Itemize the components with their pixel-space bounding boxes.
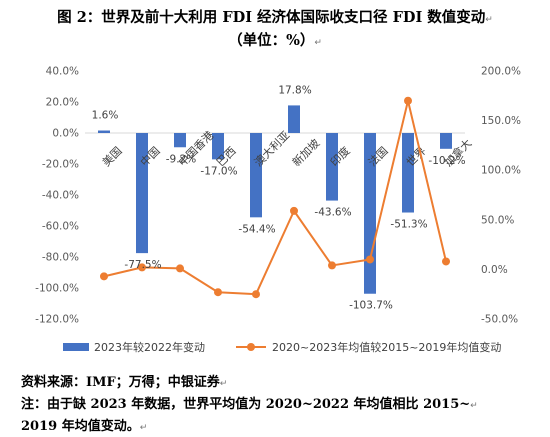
legend-bar-label: 2023年较2022年变动 bbox=[94, 340, 205, 354]
bar-data-label: -54.4% bbox=[238, 223, 275, 235]
chart-subtitle: （单位：%）↵ bbox=[228, 32, 322, 49]
legend-bar-swatch bbox=[63, 343, 89, 351]
left-axis-tick-label: 40.0% bbox=[46, 66, 79, 78]
bar bbox=[174, 133, 186, 148]
line-point bbox=[328, 261, 336, 270]
bar-data-label: -43.6% bbox=[314, 207, 351, 219]
line-point bbox=[366, 255, 374, 264]
line-point bbox=[176, 264, 184, 273]
bar bbox=[402, 133, 414, 213]
bar bbox=[440, 133, 452, 149]
series-line bbox=[103, 99, 447, 296]
chart-title: 图 2：世界及前十大利用 FDI 经济体国际收支口径 FDI 数值变动↵ bbox=[57, 9, 493, 26]
legend-line-marker bbox=[247, 343, 255, 351]
left-axis-tick-label: 20.0% bbox=[46, 97, 79, 109]
left-axis-tick-label: -120.0% bbox=[35, 314, 79, 326]
right-axis-tick-label: 0.0% bbox=[481, 264, 508, 276]
left-axis-tick-label: -60.0% bbox=[42, 221, 79, 233]
bar bbox=[98, 130, 110, 133]
bar bbox=[212, 133, 224, 160]
bar-data-label: -77.5% bbox=[124, 259, 161, 271]
bar bbox=[250, 133, 262, 218]
left-axis-tick-label: -40.0% bbox=[42, 190, 79, 202]
line-point bbox=[404, 96, 412, 105]
category-label: 新加坡 bbox=[289, 136, 322, 169]
combo-chart: 40.0% 20.0% 0.0% -20.0% -40.0% -60.0% -80.0% -1… bbox=[35, 66, 521, 355]
left-axis-tick-label: -100.0% bbox=[35, 283, 79, 295]
chart-area: 40.0% 20.0% 0.0% -20.0% -40.0% -60.0% -80.0% -1… bbox=[23, 55, 550, 368]
bar-data-label: -9.2% bbox=[166, 153, 196, 165]
bar-data-label: 17.8% bbox=[278, 84, 311, 96]
bar-data-label: -10.2% bbox=[428, 155, 465, 167]
bar-data-label: 1.6% bbox=[92, 110, 119, 122]
footnote-line-2: 2019 年均值变动。↵ bbox=[21, 419, 148, 434]
line-point bbox=[214, 288, 222, 297]
right-axis-tick-label: -50.0% bbox=[481, 314, 518, 326]
bar-data-label: -51.3% bbox=[390, 219, 427, 231]
line-point bbox=[100, 272, 108, 281]
left-axis-tick-label: -20.0% bbox=[42, 159, 79, 171]
bar-data-label: -103.7% bbox=[349, 300, 393, 312]
right-axis-tick-label: 50.0% bbox=[481, 214, 514, 226]
bar bbox=[288, 105, 300, 133]
line-point bbox=[442, 257, 450, 266]
right-axis-tick-label: 100.0% bbox=[481, 165, 521, 177]
line-point bbox=[138, 263, 146, 272]
category-label: 美国 bbox=[100, 144, 125, 169]
line-point bbox=[290, 206, 298, 215]
legend-line-label: 2020~2023年均值较2015~2019年均值变动 bbox=[272, 340, 501, 354]
bar bbox=[136, 133, 148, 254]
right-axis-tick-label: 150.0% bbox=[481, 115, 521, 127]
bar bbox=[364, 133, 376, 294]
right-axis-tick-label: 200.0% bbox=[481, 66, 521, 78]
line-point bbox=[252, 290, 260, 299]
left-axis-tick-label: -80.0% bbox=[42, 252, 79, 264]
left-axis-tick-label: 0.0% bbox=[52, 128, 79, 140]
footnote-line-1: 注：由于缺 2023 年数据，世界平均值为 2020~2022 年均值相比 20… bbox=[21, 397, 478, 412]
bar-data-label: -17.0% bbox=[200, 165, 237, 177]
source-note: 资料来源：IMF；万得；中银证券↵ bbox=[21, 375, 228, 390]
bar bbox=[326, 133, 338, 201]
